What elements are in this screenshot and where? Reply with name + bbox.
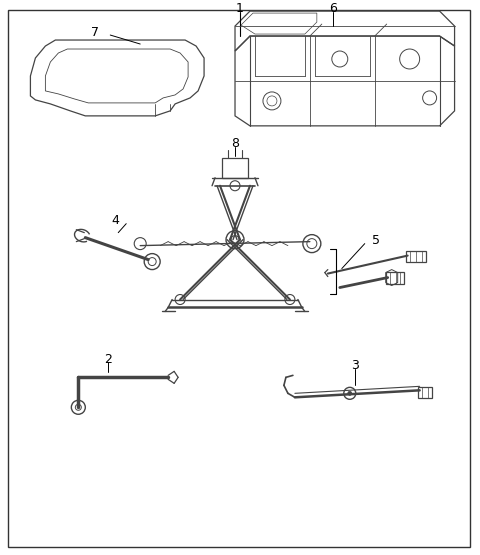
Text: 2: 2: [104, 353, 112, 366]
Text: 3: 3: [351, 359, 359, 372]
Bar: [386, 271, 404, 284]
Text: 1: 1: [236, 2, 244, 14]
Text: 8: 8: [231, 137, 239, 150]
Circle shape: [348, 391, 352, 395]
Bar: [222, 158, 248, 178]
Text: 7: 7: [91, 26, 99, 38]
Text: 4: 4: [111, 214, 119, 227]
Text: 5: 5: [372, 234, 380, 247]
Bar: [418, 387, 432, 398]
Text: 6: 6: [329, 2, 337, 14]
Bar: [406, 251, 426, 261]
